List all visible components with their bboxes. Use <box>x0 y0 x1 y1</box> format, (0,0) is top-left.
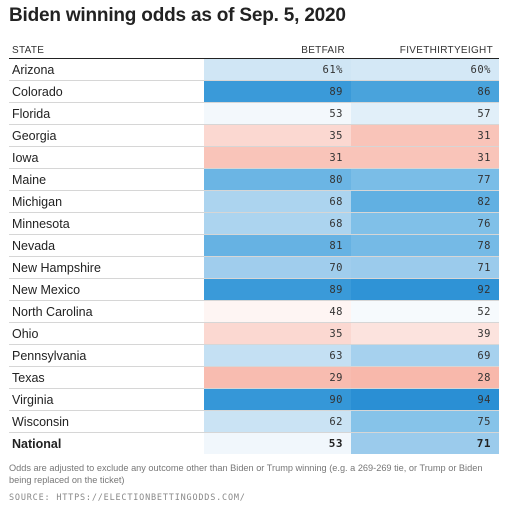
fivethirtyeight-value-cell: 77 <box>351 168 499 191</box>
table-row: Colorado 89 86 <box>9 80 499 103</box>
fivethirtyeight-value-cell: 94 <box>351 388 499 411</box>
betfair-value-cell: 70 <box>204 256 351 279</box>
source-line: SOURCE: HTTPS://ELECTIONBETTINGODDS.COM/ <box>9 493 246 503</box>
betfair-value-cell: 89 <box>204 278 351 301</box>
column-header-state: STATE <box>9 41 204 59</box>
fivethirtyeight-value-cell: 60% <box>351 58 499 81</box>
betfair-value-cell: 89 <box>204 80 351 103</box>
table-row: Virginia 90 94 <box>9 388 499 411</box>
table-row: Wisconsin 62 75 <box>9 410 499 433</box>
table-row: Minnesota 68 76 <box>9 212 499 235</box>
state-name-cell: Florida <box>9 102 204 125</box>
betfair-value-cell: 53 <box>204 102 351 125</box>
state-name-cell: Texas <box>9 366 204 389</box>
table-header-row: STATE BETFAIR FIVETHIRTYEIGHT <box>9 41 499 59</box>
fivethirtyeight-value-cell: 92 <box>351 278 499 301</box>
fivethirtyeight-value-cell: 52 <box>351 300 499 323</box>
state-name-cell: Wisconsin <box>9 410 204 433</box>
state-name-cell: New Hampshire <box>9 256 204 279</box>
state-name-cell: North Carolina <box>9 300 204 323</box>
fivethirtyeight-value-cell: 31 <box>351 124 499 147</box>
chart-title: Biden winning odds as of Sep. 5, 2020 <box>9 5 346 26</box>
betfair-value-cell: 48 <box>204 300 351 323</box>
column-header-betfair: BETFAIR <box>204 41 351 59</box>
state-name-cell: Virginia <box>9 388 204 411</box>
state-name-cell: Nevada <box>9 234 204 257</box>
state-name-cell: Maine <box>9 168 204 191</box>
betfair-value-cell: 61% <box>204 58 351 81</box>
betfair-value-cell: 35 <box>204 322 351 345</box>
table-row: Georgia 35 31 <box>9 124 499 147</box>
fivethirtyeight-value-cell: 69 <box>351 344 499 367</box>
table-row: Ohio 35 39 <box>9 322 499 345</box>
national-row: National 53 71 <box>9 432 499 454</box>
fivethirtyeight-value-cell: 82 <box>351 190 499 213</box>
state-name-cell: National <box>12 436 62 451</box>
fivethirtyeight-value-cell: 71 <box>351 256 499 279</box>
betfair-value-cell: 31 <box>204 146 351 169</box>
state-name-cell: Minnesota <box>9 212 204 235</box>
betfair-value-cell: 62 <box>204 410 351 433</box>
state-name-cell: New Mexico <box>9 278 204 301</box>
fivethirtyeight-value-cell: 71 <box>351 432 499 454</box>
state-name-cell: Iowa <box>9 146 204 169</box>
state-name-cell: Colorado <box>9 80 204 103</box>
fivethirtyeight-value-cell: 39 <box>351 322 499 345</box>
fivethirtyeight-value-cell: 75 <box>351 410 499 433</box>
table-row: Iowa 31 31 <box>9 146 499 169</box>
betfair-value-cell: 35 <box>204 124 351 147</box>
fivethirtyeight-value-cell: 78 <box>351 234 499 257</box>
table-row: Arizona 61% 60% <box>9 58 499 81</box>
state-name-cell: Pennsylvania <box>9 344 204 367</box>
betfair-value-cell: 68 <box>204 212 351 235</box>
table-row: Nevada 81 78 <box>9 234 499 257</box>
table-row: Pennsylvania 63 69 <box>9 344 499 367</box>
fivethirtyeight-value-cell: 76 <box>351 212 499 235</box>
betfair-value-cell: 53 <box>204 432 351 454</box>
state-name-cell: Michigan <box>9 190 204 213</box>
table-body: Arizona 61% 60% Colorado 89 86 Florida 53 57 Geor… <box>9 58 499 454</box>
betfair-value-cell: 80 <box>204 168 351 191</box>
fivethirtyeight-value-cell: 31 <box>351 146 499 169</box>
footnote: Odds are adjusted to exclude any outcome… <box>9 463 483 485</box>
fivethirtyeight-value-cell: 28 <box>351 366 499 389</box>
betfair-value-cell: 63 <box>204 344 351 367</box>
table-row: New Hampshire 70 71 <box>9 256 499 279</box>
fivethirtyeight-value-cell: 86 <box>351 80 499 103</box>
table-row: Florida 53 57 <box>9 102 499 125</box>
fivethirtyeight-value-cell: 57 <box>351 102 499 125</box>
betfair-value-cell: 68 <box>204 190 351 213</box>
table-row: Michigan 68 82 <box>9 190 499 213</box>
state-name-cell: Ohio <box>9 322 204 345</box>
betfair-value-cell: 90 <box>204 388 351 411</box>
table-row: Texas 29 28 <box>9 366 499 389</box>
betfair-value-cell: 29 <box>204 366 351 389</box>
table-row: North Carolina 48 52 <box>9 300 499 323</box>
table-row: Maine 80 77 <box>9 168 499 191</box>
state-name-cell: Arizona <box>9 58 204 81</box>
column-header-fivethirtyeight: FIVETHIRTYEIGHT <box>351 41 499 59</box>
state-name-cell: Georgia <box>9 124 204 147</box>
odds-table: STATE BETFAIR FIVETHIRTYEIGHT Arizona 61%… <box>9 41 499 454</box>
table-row: New Mexico 89 92 <box>9 278 499 301</box>
betfair-value-cell: 81 <box>204 234 351 257</box>
